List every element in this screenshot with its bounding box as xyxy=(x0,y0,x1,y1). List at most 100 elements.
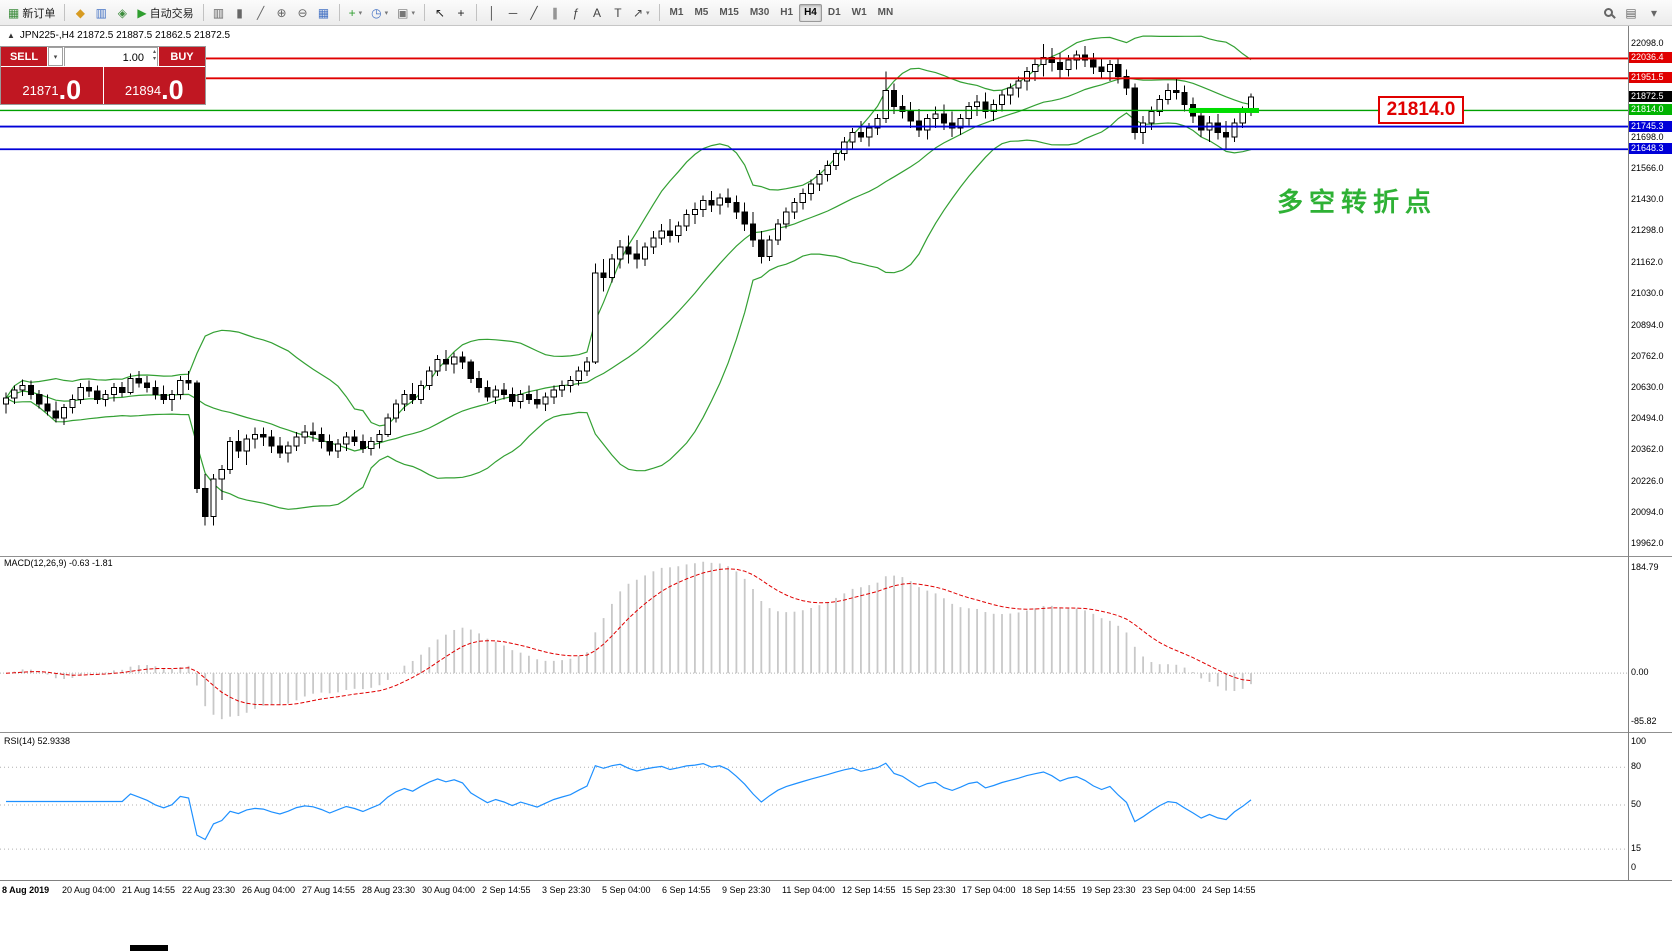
indicators-icon: + xyxy=(348,5,356,20)
one-click-collapse-icon[interactable]: ▲ xyxy=(7,31,15,40)
price-callout-label[interactable]: 21814.0 xyxy=(1378,96,1464,124)
zoom-in-icon: ⊕ xyxy=(276,5,287,20)
horizontal-line-button[interactable]: ─ xyxy=(503,3,523,23)
stepper-down-icon[interactable]: ▾ xyxy=(152,56,156,62)
timeframe-h1-button[interactable]: H1 xyxy=(780,7,794,18)
line-chart-button[interactable]: ╱ xyxy=(251,3,271,23)
timeframe-m5-button[interactable]: M5 xyxy=(694,7,709,18)
dropdown-caret-icon: ▾ xyxy=(411,9,415,17)
time-axis-label: 15 Sep 23:30 xyxy=(902,885,956,895)
macd-name: MACD(12,26,9) xyxy=(4,558,67,568)
tile-windows-button[interactable]: ▦ xyxy=(314,3,334,23)
rsi-axis-label: 15 xyxy=(1631,843,1642,854)
price-axis-label: 21814.0 xyxy=(1629,104,1672,116)
candles xyxy=(2,44,1255,526)
equidistant-channel-button[interactable]: ∥ xyxy=(545,3,565,23)
label-button[interactable]: T xyxy=(608,3,628,23)
buy-price-panel[interactable]: 21894 .0 xyxy=(103,67,205,104)
price-axis-label: 20894.0 xyxy=(1631,319,1664,330)
time-axis-label: 19 Sep 23:30 xyxy=(1082,885,1136,895)
trendline-button[interactable]: ╱ xyxy=(524,3,544,23)
time-axis-label: 2 Sep 14:55 xyxy=(482,885,531,895)
timeframe-h4-button[interactable]: H4 xyxy=(799,3,822,22)
toolbar-left-group: ▦ 新订单 ◆ ▥ ◈ ▶ 自动交易 ▥ ▮ ╱ ⊕ ⊖ ▦ + ▾ ◷ ▾ ▣ ▾ ↖ + │ ─ ╱ ∥ ƒ A T ↗ ▾ M1 M5 M… xyxy=(4,3,898,23)
templates-button[interactable]: ▣ ▾ xyxy=(393,3,419,23)
zoom-out-button[interactable]: ⊖ xyxy=(293,3,313,23)
data-window-button[interactable]: ◈ xyxy=(112,3,132,23)
rsi-value: 52.9338 xyxy=(37,736,71,746)
timeframe-mn-button[interactable]: MN xyxy=(877,7,894,18)
crosshair-button[interactable]: + xyxy=(451,3,471,23)
time-axis-label: 28 Aug 23:30 xyxy=(362,885,416,895)
volume-preset-dropdown[interactable]: ▾ xyxy=(48,47,63,66)
time-axis-label: 27 Aug 14:55 xyxy=(302,885,356,895)
symbol-ohlc: 21872.5 21887.5 21862.5 21872.5 xyxy=(77,30,231,41)
autotrading-button[interactable]: ▶ 自动交易 xyxy=(133,3,197,23)
time-axis-label: 9 Sep 23:30 xyxy=(722,885,771,895)
time-axis-label: 30 Aug 04:00 xyxy=(422,885,476,895)
market-watch-button[interactable]: ▥ xyxy=(91,3,111,23)
periods-button[interactable]: ◷ ▾ xyxy=(367,3,392,23)
timeframe-m1-button[interactable]: M1 xyxy=(669,7,684,18)
new-order-label: 新订单 xyxy=(22,7,56,20)
time-axis-label: 23 Sep 04:00 xyxy=(1142,885,1196,895)
chart-canvas[interactable] xyxy=(0,26,1672,951)
volume-stepper[interactable]: ▴ ▾ xyxy=(153,49,156,63)
price-axis-label: 21648.3 xyxy=(1629,143,1672,155)
current-price-label: 21872.5 xyxy=(1629,90,1672,102)
price-axis-label: 19962.0 xyxy=(1631,538,1664,548)
timeframe-d1-button[interactable]: D1 xyxy=(827,7,841,18)
zoom-in-button[interactable]: ⊕ xyxy=(272,3,292,23)
turning-point-annotation[interactable]: 多空转折点 xyxy=(1277,187,1438,217)
sell-price-main: 21871 xyxy=(22,83,59,98)
buy-button[interactable]: BUY xyxy=(159,47,205,66)
price-axis-label: 21430.0 xyxy=(1631,194,1664,205)
menu-button[interactable]: ▾ xyxy=(1644,3,1664,23)
chart-profiles-button[interactable]: ◆ xyxy=(70,3,90,23)
rsi-axis-label: 50 xyxy=(1631,799,1642,809)
chart-profiles-icon: ◆ xyxy=(75,5,85,20)
price-axis-label: 20762.0 xyxy=(1631,350,1664,361)
dropdown-caret-icon: ▾ xyxy=(358,9,363,17)
highlighted-line-segment[interactable] xyxy=(1188,107,1259,113)
timeframe-m30-button[interactable]: M30 xyxy=(749,7,770,18)
arrows-button[interactable]: ↗ ▾ xyxy=(629,3,654,23)
trade-widget-price-row: 21871 .0 21894 .0 xyxy=(1,67,205,104)
volume-input[interactable] xyxy=(65,49,157,67)
templates-icon: ▣ xyxy=(397,5,409,20)
arrows-icon: ↗ xyxy=(632,5,644,20)
candlestick-chart-button[interactable]: ▮ xyxy=(230,3,250,23)
crosshair-icon: + xyxy=(457,5,465,20)
text-button[interactable]: A xyxy=(587,3,607,23)
price-axis[interactable]: 22098.0 22036.4 21951.5 21872.5 21814.0 21745… xyxy=(1628,26,1672,880)
search-button[interactable] xyxy=(1598,3,1618,23)
indicators-button[interactable]: + ▾ xyxy=(345,3,367,23)
stepper-up-icon[interactable]: ▴ xyxy=(152,49,156,55)
sell-price-big: .0 xyxy=(58,75,82,106)
macd-signal-line xyxy=(5,568,1252,706)
data-window-icon: ◈ xyxy=(117,5,127,20)
periods-icon: ◷ xyxy=(371,5,382,20)
market-watch-icon: ▥ xyxy=(95,5,108,20)
toolbar-right-group: ▤ ▾ xyxy=(1598,3,1668,23)
sell-price-panel[interactable]: 21871 .0 xyxy=(1,67,103,104)
timeframe-w1-button[interactable]: W1 xyxy=(851,7,867,18)
time-axis-label: 3 Sep 23:30 xyxy=(542,885,591,895)
time-axis-label: 5 Sep 04:00 xyxy=(602,885,651,895)
fibonacci-icon: ƒ xyxy=(572,5,580,20)
sell-button[interactable]: SELL xyxy=(1,47,47,66)
time-axis[interactable]: 8 Aug 2019 20 Aug 04:00 21 Aug 14:55 22 Aug… xyxy=(0,880,1672,902)
symbol-info-bar: ▲ JPN225-,H4 21872.5 21887.5 21862.5 218… xyxy=(7,30,230,41)
new-order-button[interactable]: ▦ 新订单 xyxy=(4,3,59,23)
horizontal-level-lines[interactable] xyxy=(0,57,1628,151)
cursor-button[interactable]: ↖ xyxy=(430,3,450,23)
time-axis-label: 22 Aug 23:30 xyxy=(182,885,236,895)
price-axis-label: 22036.4 xyxy=(1629,52,1672,64)
community-button[interactable]: ▤ xyxy=(1621,3,1641,23)
fibonacci-button[interactable]: ƒ xyxy=(566,3,586,23)
timeframe-m15-button[interactable]: M15 xyxy=(719,7,739,18)
bar-chart-button[interactable]: ▥ xyxy=(209,3,229,23)
text-icon: A xyxy=(592,5,601,20)
vertical-line-button[interactable]: │ xyxy=(482,3,502,23)
horizontal-line-icon: ─ xyxy=(508,5,518,20)
